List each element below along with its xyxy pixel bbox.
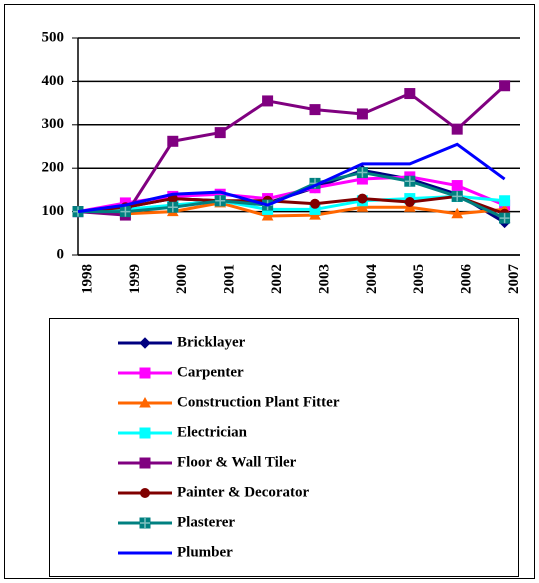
marker: [356, 201, 369, 212]
legend-marker: [140, 488, 150, 498]
series-line: [77, 194, 505, 214]
marker: [167, 135, 179, 147]
legend-marker: [139, 337, 151, 349]
marker: [214, 127, 226, 139]
legend-label: Floor & Wall Tiler: [177, 454, 297, 470]
legend-label: Plasterer: [177, 514, 235, 530]
legend-label: Electrician: [177, 424, 248, 440]
marker: [262, 95, 274, 107]
x-tick-label: 2004: [364, 264, 380, 295]
x-tick-label: 2006: [459, 264, 475, 295]
x-tick-label: 2007: [506, 264, 522, 295]
legend-marker: [139, 427, 151, 439]
x-tick-label: 1999: [127, 264, 143, 294]
marker: [261, 209, 274, 221]
y-tick-label: 400: [42, 73, 65, 89]
x-tick-label: 2005: [411, 264, 427, 294]
x-tick-label: 2002: [269, 264, 285, 294]
marker: [451, 207, 464, 219]
marker: [451, 180, 463, 192]
legend-label: Construction Plant Fitter: [177, 394, 340, 410]
marker: [404, 88, 416, 100]
series-line: [77, 84, 506, 217]
marker: [499, 213, 510, 224]
x-tick-label: 2001: [222, 264, 238, 294]
marker: [499, 195, 511, 207]
marker: [499, 80, 511, 92]
y-tick-label: 300: [42, 116, 65, 132]
marker: [356, 108, 368, 120]
x-tick-label: 1998: [79, 264, 95, 294]
marker: [215, 195, 226, 206]
marker: [452, 191, 463, 202]
legend-marker: [140, 518, 150, 528]
marker: [404, 176, 415, 187]
legend-label: Carpenter: [177, 364, 244, 380]
marker: [451, 123, 463, 135]
legend-marker: [139, 396, 151, 408]
legend-label: Plumber: [177, 544, 233, 560]
legend-marker: [139, 457, 151, 469]
series-line: [77, 194, 506, 216]
y-tick-label: 200: [42, 160, 65, 176]
x-tick-label: 2000: [174, 264, 190, 294]
marker: [167, 202, 178, 213]
series-line: [77, 142, 506, 214]
marker: [357, 167, 368, 178]
legend-box: [49, 318, 519, 577]
x-tick-label: 2003: [316, 264, 332, 294]
series-line: [77, 201, 505, 218]
legend-marker: [139, 367, 151, 379]
legend-label: Bricklayer: [177, 334, 246, 350]
marker: [309, 104, 321, 116]
legend-label: Painter & Decorator: [177, 484, 310, 500]
marker: [310, 198, 320, 209]
y-tick-label: 500: [42, 29, 65, 45]
y-tick-label: 100: [42, 203, 65, 219]
y-tick-label: 0: [57, 246, 65, 262]
marker: [404, 197, 415, 208]
marker: [120, 206, 131, 217]
marker: [357, 193, 368, 204]
